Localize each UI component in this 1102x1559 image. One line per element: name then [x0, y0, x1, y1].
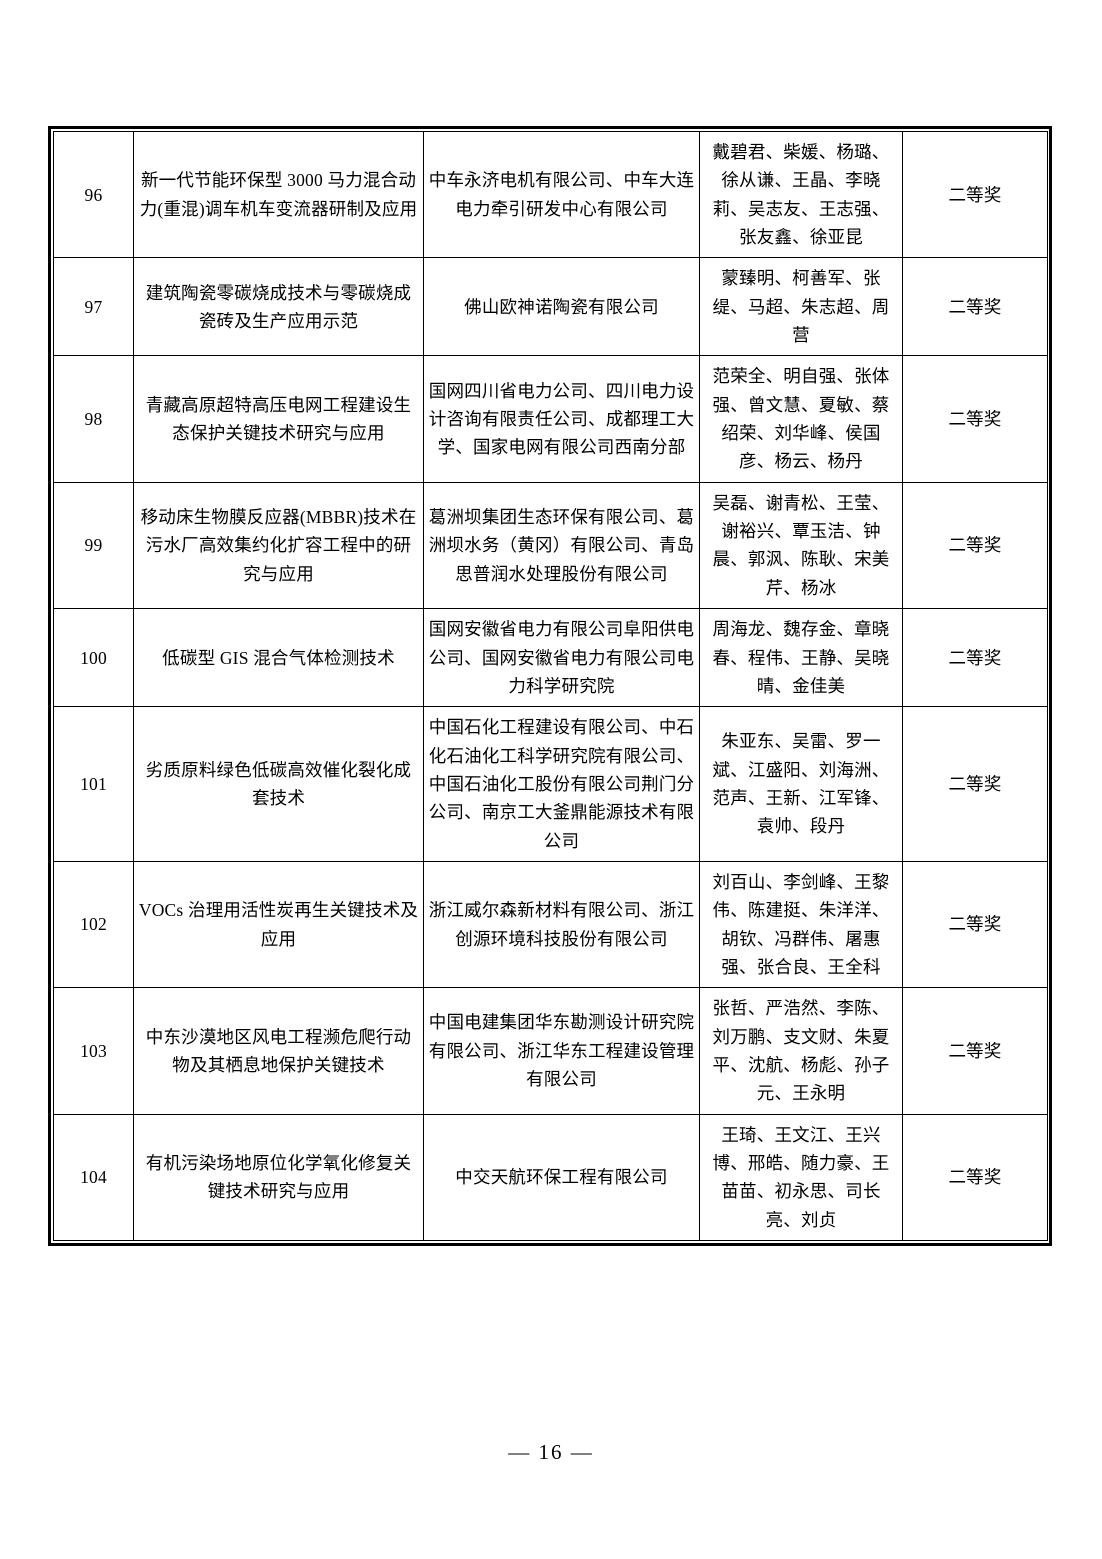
- contributors: 周海龙、魏存金、章晓春、程伟、王静、吴晓晴、金佳美: [699, 608, 903, 708]
- project-name: 建筑陶瓷零碳烧成技术与零碳烧成瓷砖及生产应用示范: [133, 257, 424, 357]
- contributors: 张哲、严浩然、李陈、刘万鹏、支文财、朱夏平、沈航、杨彪、孙子元、王永明: [699, 987, 903, 1115]
- organizations: 中车永济电机有限公司、中车大连电力牵引研发中心有限公司: [423, 130, 700, 259]
- row-number: 97: [53, 257, 134, 357]
- row-number: 103: [53, 987, 134, 1115]
- contributors: 范荣全、明自强、张体强、曾文慧、夏敏、蔡绍荣、刘华峰、侯国彦、杨云、杨丹: [699, 355, 903, 483]
- row-number: 101: [53, 706, 134, 862]
- table-row: 98 青藏高原超特高压电网工程建设生态保护关键技术研究与应用 国网四川省电力公司…: [53, 355, 1048, 483]
- award-level: 二等奖: [902, 130, 1048, 259]
- table-row: 100 低碳型 GIS 混合气体检测技术 国网安徽省电力有限公司阜阳供电公司、国…: [53, 608, 1048, 708]
- row-number: 104: [53, 1113, 134, 1242]
- award-level: 二等奖: [902, 987, 1048, 1115]
- contributors: 戴碧君、柴媛、杨璐、徐从谦、王晶、李晓莉、吴志友、王志强、张友鑫、徐亚昆: [699, 130, 903, 259]
- row-number: 99: [53, 481, 134, 610]
- table-row: 101 劣质原料绿色低碳高效催化裂化成套技术 中国石化工程建设有限公司、中石化石…: [53, 706, 1048, 862]
- row-number: 102: [53, 860, 134, 989]
- award-level: 二等奖: [902, 706, 1048, 862]
- award-level: 二等奖: [902, 355, 1048, 483]
- project-name: 低碳型 GIS 混合气体检测技术: [133, 608, 424, 708]
- organizations: 佛山欧神诺陶瓷有限公司: [423, 257, 700, 357]
- table-row: 102 VOCs 治理用活性炭再生关键技术及应用 浙江威尔森新材料有限公司、浙江…: [53, 860, 1048, 989]
- organizations: 国网四川省电力公司、四川电力设计咨询有限责任公司、成都理工大学、国家电网有限公司…: [423, 355, 700, 483]
- row-number: 96: [53, 130, 134, 259]
- organizations: 中国电建集团华东勘测设计研究院有限公司、浙江华东工程建设管理有限公司: [423, 987, 700, 1115]
- project-name: 中东沙漠地区风电工程濒危爬行动物及其栖息地保护关键技术: [133, 987, 424, 1115]
- organizations: 国网安徽省电力有限公司阜阳供电公司、国网安徽省电力有限公司电力科学研究院: [423, 608, 700, 708]
- project-name: VOCs 治理用活性炭再生关键技术及应用: [133, 860, 424, 989]
- project-name: 有机污染场地原位化学氧化修复关键技术研究与应用: [133, 1113, 424, 1242]
- contributors: 蒙臻明、柯善军、张缇、马超、朱志超、周营: [699, 257, 903, 357]
- table-row: 104 有机污染场地原位化学氧化修复关键技术研究与应用 中交天航环保工程有限公司…: [53, 1113, 1048, 1242]
- project-name: 青藏高原超特高压电网工程建设生态保护关键技术研究与应用: [133, 355, 424, 483]
- award-level: 二等奖: [902, 481, 1048, 610]
- organizations: 中国石化工程建设有限公司、中石化石油化工科学研究院有限公司、中国石油化工股份有限…: [423, 706, 700, 862]
- award-table: 96 新一代节能环保型 3000 马力混合动力(重混)调车机车变流器研制及应用 …: [53, 130, 1048, 1242]
- row-number: 98: [53, 355, 134, 483]
- award-level: 二等奖: [902, 1113, 1048, 1242]
- organizations: 葛洲坝集团生态环保有限公司、葛洲坝水务（黄冈）有限公司、青岛思普润水处理股份有限…: [423, 481, 700, 610]
- contributors: 王琦、王文江、王兴博、邢皓、随力豪、王苗苗、初永思、司长亮、刘贞: [699, 1113, 903, 1242]
- contributors: 吴磊、谢青松、王莹、谢裕兴、覃玉洁、钟晨、郭沨、陈耿、宋美芹、杨冰: [699, 481, 903, 610]
- contributors: 刘百山、李剑峰、王黎伟、陈建挺、朱洋洋、胡钦、冯群伟、屠惠强、张合良、王全科: [699, 860, 903, 989]
- award-level: 二等奖: [902, 608, 1048, 708]
- table-row: 103 中东沙漠地区风电工程濒危爬行动物及其栖息地保护关键技术 中国电建集团华东…: [53, 987, 1048, 1115]
- project-name: 移动床生物膜反应器(MBBR)技术在污水厂高效集约化扩容工程中的研究与应用: [133, 481, 424, 610]
- project-name: 新一代节能环保型 3000 马力混合动力(重混)调车机车变流器研制及应用: [133, 130, 424, 259]
- award-level: 二等奖: [902, 257, 1048, 357]
- table-row: 96 新一代节能环保型 3000 马力混合动力(重混)调车机车变流器研制及应用 …: [53, 130, 1048, 259]
- award-level: 二等奖: [902, 860, 1048, 989]
- table-row: 97 建筑陶瓷零碳烧成技术与零碳烧成瓷砖及生产应用示范 佛山欧神诺陶瓷有限公司 …: [53, 257, 1048, 357]
- award-table-frame: 96 新一代节能环保型 3000 马力混合动力(重混)调车机车变流器研制及应用 …: [48, 126, 1052, 1247]
- organizations: 中交天航环保工程有限公司: [423, 1113, 700, 1242]
- project-name: 劣质原料绿色低碳高效催化裂化成套技术: [133, 706, 424, 862]
- row-number: 100: [53, 608, 134, 708]
- organizations: 浙江威尔森新材料有限公司、浙江创源环境科技股份有限公司: [423, 860, 700, 989]
- table-row: 99 移动床生物膜反应器(MBBR)技术在污水厂高效集约化扩容工程中的研究与应用…: [53, 481, 1048, 610]
- page-footer: — 16 —: [508, 1440, 594, 1464]
- contributors: 朱亚东、吴雷、罗一斌、江盛阳、刘海洲、范声、王新、江军锋、袁帅、段丹: [699, 706, 903, 862]
- award-table-body: 96 新一代节能环保型 3000 马力混合动力(重混)调车机车变流器研制及应用 …: [53, 130, 1048, 1242]
